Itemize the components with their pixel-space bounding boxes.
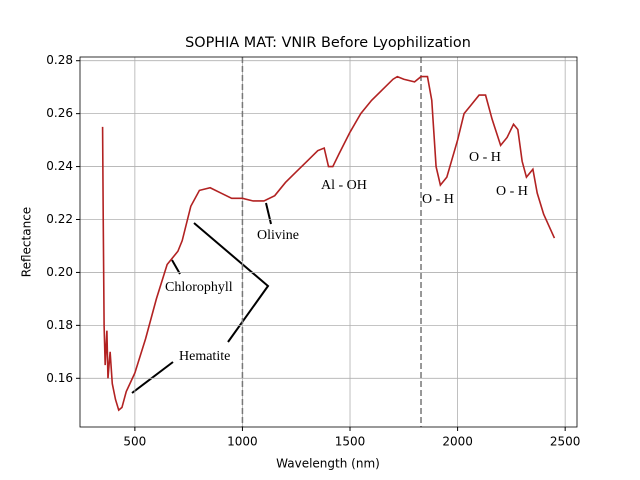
y-tick-label: 0.24 bbox=[46, 159, 73, 173]
y-tick-label: 0.16 bbox=[46, 371, 73, 385]
annotation: O - H bbox=[496, 184, 528, 199]
x-tick-label: 2000 bbox=[442, 435, 473, 449]
annotation: Chlorophyll bbox=[165, 280, 233, 295]
annotation: Olivine bbox=[257, 228, 299, 243]
annotation-arrows bbox=[131, 202, 272, 394]
x-axis-label: Wavelength (nm) bbox=[276, 457, 380, 471]
data-line bbox=[101, 75, 556, 412]
x-tick-label: 1500 bbox=[335, 435, 366, 449]
chart-title: SOPHIA MAT: VNIR Before Lyophilization bbox=[185, 35, 471, 51]
y-tick-label: 0.22 bbox=[46, 212, 73, 226]
annotation-line bbox=[171, 259, 181, 275]
annotation: Al - OH bbox=[321, 178, 367, 193]
annotation-line bbox=[131, 361, 174, 394]
x-tick-label: 500 bbox=[123, 435, 146, 449]
annotation-line bbox=[265, 202, 272, 225]
y-axis-label: Reflectance bbox=[20, 207, 34, 277]
x-tick-label: 2500 bbox=[550, 435, 581, 449]
annotation: O - H bbox=[422, 192, 454, 207]
annotation: Hematite bbox=[179, 349, 230, 364]
y-tick-label: 0.26 bbox=[46, 106, 73, 120]
y-tick-label: 0.28 bbox=[46, 53, 73, 67]
annotation: O - H bbox=[469, 150, 501, 165]
y-tick-label: 0.18 bbox=[46, 318, 73, 332]
x-tick-label: 1000 bbox=[227, 435, 258, 449]
y-tick-label: 0.20 bbox=[46, 265, 73, 279]
annotation-line bbox=[193, 222, 270, 343]
plot-frame bbox=[79, 56, 578, 428]
